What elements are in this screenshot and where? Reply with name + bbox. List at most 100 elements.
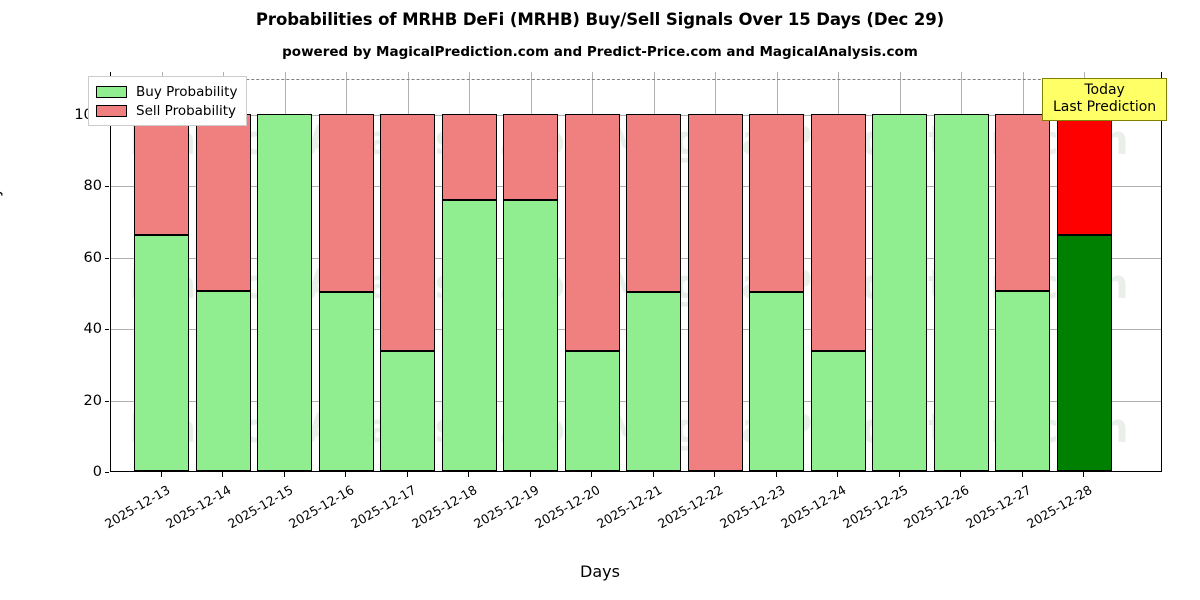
bar-2025-12-13[interactable]: [134, 72, 189, 471]
bar-segment-sell: [687, 113, 743, 471]
bar-segment-sell: [380, 113, 435, 352]
plot-clip: MagicalAnalysis.comMagicalPrediction.com…: [111, 72, 1161, 471]
x-tick-label-2025-12-23: 2025-12-23: [716, 482, 787, 532]
y-tick-mark-80: [105, 186, 109, 188]
bar-segment-buy: [257, 113, 312, 471]
bar-segment-buy: [318, 292, 374, 471]
y-tick-mark-40: [105, 329, 109, 331]
bar-2025-12-20[interactable]: [564, 72, 620, 471]
x-tick-mark-2025-12-14: [222, 472, 224, 477]
x-tick-mark-2025-12-16: [345, 472, 347, 477]
y-tick-label-0: 0: [92, 464, 102, 480]
bar-2025-12-19[interactable]: [503, 72, 558, 471]
x-tick-label-2025-12-27: 2025-12-27: [962, 482, 1033, 532]
x-tick-mark-2025-12-15: [283, 472, 285, 477]
bar-2025-12-27[interactable]: [995, 72, 1050, 471]
x-tick-label-2025-12-14: 2025-12-14: [163, 482, 234, 532]
bar-2025-12-14[interactable]: [195, 72, 251, 471]
x-tick-label-2025-12-18: 2025-12-18: [409, 482, 480, 532]
x-tick-mark-2025-12-28: [1083, 472, 1085, 477]
bar-segment-buy: [995, 290, 1050, 471]
x-tick-label-2025-12-19: 2025-12-19: [470, 482, 541, 532]
x-tick-mark-2025-12-22: [714, 472, 716, 477]
x-tick-label-2025-12-16: 2025-12-16: [286, 482, 357, 532]
chart-subtitle: powered by MagicalPrediction.com and Pre…: [282, 44, 918, 60]
bar-2025-12-25[interactable]: [872, 72, 927, 471]
x-tick-label-2025-12-25: 2025-12-25: [839, 482, 910, 532]
bar-2025-12-15[interactable]: [257, 72, 312, 471]
x-tick-label-2025-12-15: 2025-12-15: [224, 482, 295, 532]
bar-segment-buy: [195, 290, 251, 471]
bar-segment-buy: [564, 351, 620, 471]
y-tick-mark-0: [105, 472, 109, 474]
legend-label: Buy Probability: [136, 83, 238, 100]
today-annotation: Today Last Prediction: [1042, 78, 1168, 122]
bar-2025-12-23[interactable]: [749, 72, 804, 471]
legend-swatch-icon: [96, 104, 127, 117]
watermark-text: MagicalPrediction.com: [606, 118, 1130, 164]
today-annotation-line1: Today: [1084, 82, 1125, 98]
legend-item-buy: Buy Probability: [96, 82, 237, 101]
x-tick-label-2025-12-28: 2025-12-28: [1024, 482, 1095, 532]
y-axis-label: Probability: [0, 187, 3, 272]
legend-item-sell: Sell Probability: [96, 101, 237, 120]
x-tick-mark-2025-12-21: [652, 472, 654, 477]
bar-2025-12-16[interactable]: [318, 72, 374, 471]
x-tick-label-2025-12-13: 2025-12-13: [101, 482, 172, 532]
legend-swatch-icon: [96, 85, 127, 98]
bar-segment-buy: [749, 292, 804, 471]
bar-2025-12-24[interactable]: [810, 72, 866, 471]
bar-2025-12-28[interactable]: [1056, 72, 1112, 471]
x-tick-label-2025-12-20: 2025-12-20: [532, 482, 603, 532]
bar-segment-sell: [626, 113, 681, 293]
bar-segment-sell: [441, 113, 497, 200]
y-tick-label-80: 80: [83, 178, 102, 195]
bar-2025-12-18[interactable]: [441, 72, 497, 471]
y-tick-label-40: 40: [83, 321, 102, 338]
today-annotation-line2: Last Prediction: [1053, 98, 1157, 115]
x-tick-label-2025-12-21: 2025-12-21: [593, 482, 664, 532]
plot-area: MagicalAnalysis.comMagicalPrediction.com…: [110, 72, 1162, 472]
bar-2025-12-17[interactable]: [380, 72, 435, 471]
page-title: Probabilities of MRHB DeFi (MRHB) Buy/Se…: [255, 10, 945, 29]
bar-segment-buy: [872, 113, 927, 471]
x-tick-mark-2025-12-20: [591, 472, 593, 477]
watermark-text: MagicalPrediction.com: [606, 262, 1130, 308]
x-axis-label: Days: [580, 562, 620, 581]
y-tick-mark-20: [105, 400, 109, 402]
x-tick-mark-2025-12-27: [1021, 472, 1023, 477]
bar-segment-sell: [503, 113, 558, 200]
x-tick-mark-2025-12-13: [160, 472, 162, 477]
bar-segment-sell: [749, 113, 804, 293]
bar-2025-12-22[interactable]: [687, 72, 743, 471]
x-tick-mark-2025-12-23: [775, 472, 777, 477]
threshold-dashed-line: [111, 79, 1161, 81]
bar-2025-12-26[interactable]: [933, 72, 989, 471]
watermark-text: MagicalPrediction.com: [606, 406, 1130, 452]
y-tick-mark-60: [105, 257, 109, 259]
bar-2025-12-21[interactable]: [626, 72, 681, 471]
bar-segment-buy: [933, 113, 989, 471]
bar-segment-buy: [134, 235, 189, 471]
x-tick-mark-2025-12-26: [960, 472, 962, 477]
bar-segment-buy: [503, 199, 558, 471]
bar-segment-sell: [195, 113, 251, 291]
bar-segment-sell: [134, 113, 189, 236]
x-tick-mark-2025-12-25: [898, 472, 900, 477]
bar-segment-sell: [564, 113, 620, 352]
x-tick-label-2025-12-22: 2025-12-22: [655, 482, 726, 532]
x-tick-mark-2025-12-18: [468, 472, 470, 477]
x-tick-mark-2025-12-19: [529, 472, 531, 477]
x-tick-label-2025-12-24: 2025-12-24: [778, 482, 849, 532]
bar-segment-sell: [318, 113, 374, 293]
bar-segment-buy: [810, 351, 866, 471]
x-tick-label-2025-12-17: 2025-12-17: [347, 482, 418, 532]
bar-segment-buy: [380, 351, 435, 471]
bar-segment-sell: [1056, 113, 1112, 236]
x-tick-mark-2025-12-17: [406, 472, 408, 477]
bar-segment-buy: [626, 292, 681, 471]
x-tick-mark-2025-12-24: [837, 472, 839, 477]
legend-label: Sell Probability: [136, 102, 237, 119]
x-tick-label-2025-12-26: 2025-12-26: [901, 482, 972, 532]
